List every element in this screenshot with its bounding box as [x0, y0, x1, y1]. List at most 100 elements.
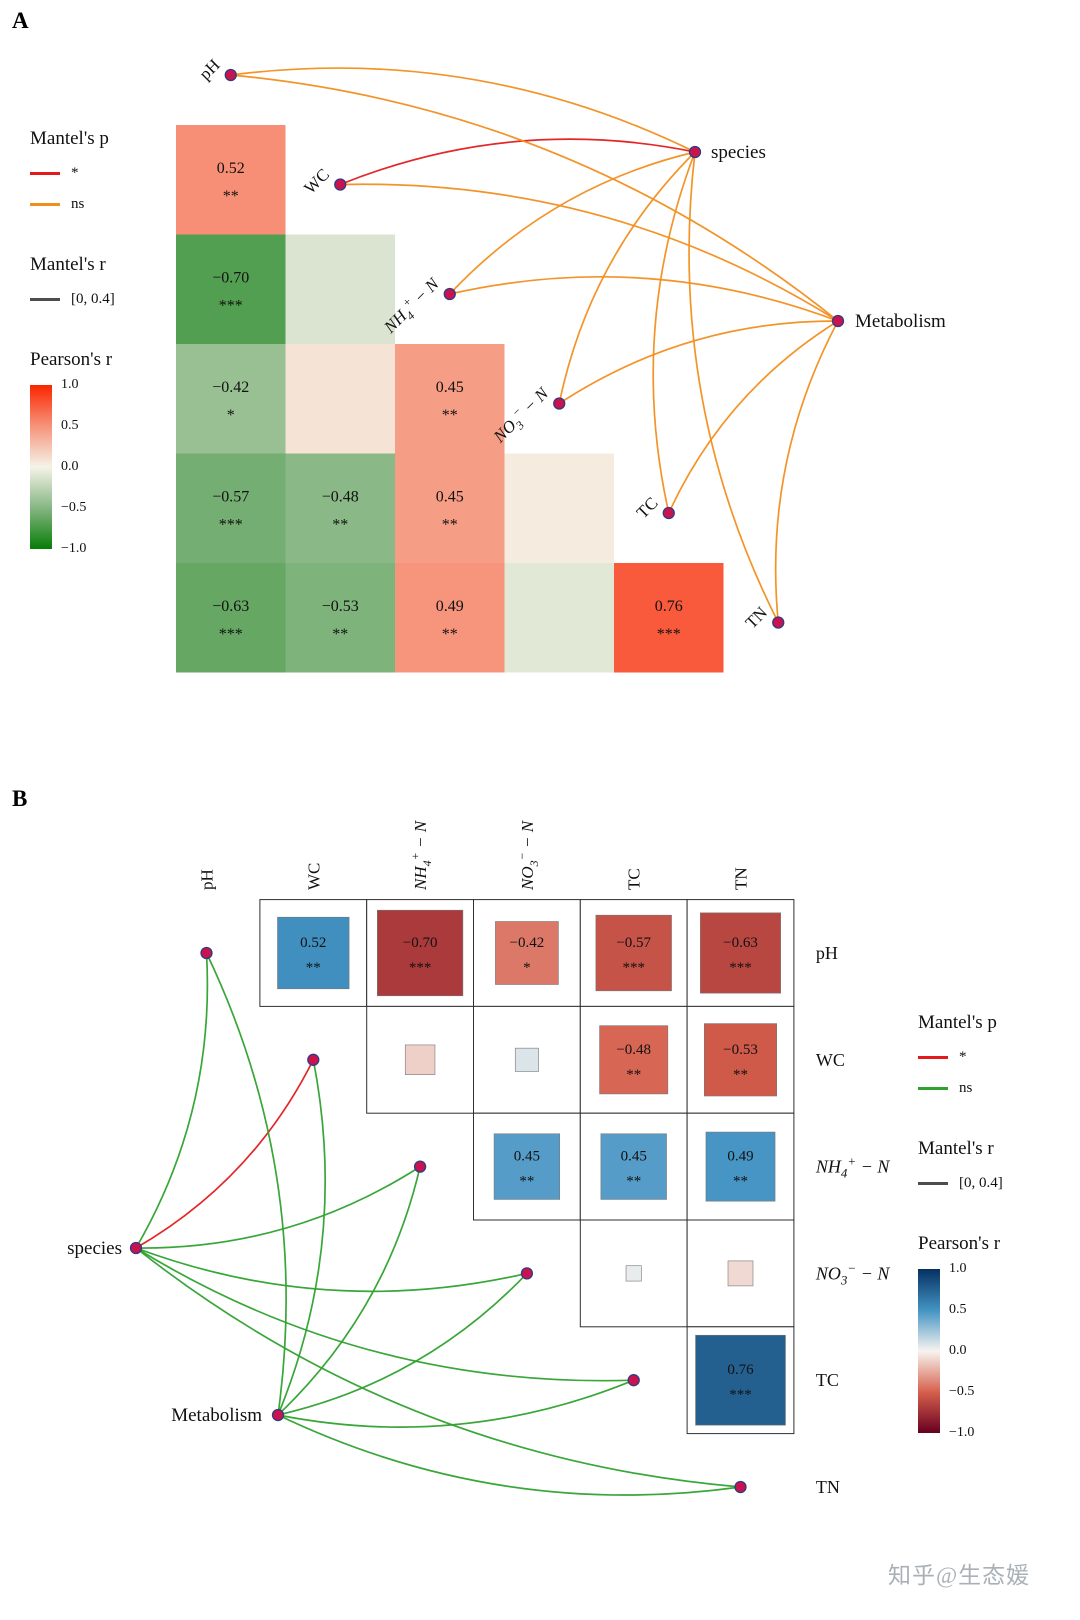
heatmap-cell-pH-x-NH4+-N [176, 234, 286, 344]
corr-square-value: −0.63 [723, 935, 758, 951]
pearson-colorbar: 1.0 0.5 0.0 −0.5 −1.0 [918, 1261, 1078, 1440]
heatmap-cell-sig: ** [442, 626, 458, 643]
column-label-TN: TN [732, 867, 751, 890]
network-node-TC [627, 1374, 640, 1387]
heatmap-cell-WC-x-TN [285, 563, 395, 673]
corr-square-TC-x-TN [695, 1334, 786, 1426]
corr-square-value: 0.45 [514, 1149, 540, 1165]
colorbar-tick: −0.5 [949, 1384, 975, 1399]
diagonal-var-label-pH: pH [195, 55, 223, 83]
mantel-edge-species-TN [135, 1247, 741, 1488]
corr-square-value: 0.45 [621, 1149, 647, 1165]
heatmap-cell-NH4+-N-x-TC [395, 453, 505, 563]
row-label-NO3--N: NO3− − N [815, 1260, 890, 1287]
corr-square-pH-x-TC [595, 914, 672, 992]
corr-square-sig: *** [729, 960, 752, 976]
heatmap-cell-sig: ** [442, 516, 458, 533]
corr-square-sig: ** [733, 1067, 748, 1083]
network-node-WC [307, 1053, 320, 1066]
corr-square-sig: *** [622, 960, 645, 976]
legend-item-mantel-p-sig: * [30, 165, 200, 181]
hub-label-metabolism: Metabolism [171, 1405, 262, 1426]
network-node-Metabolism [271, 1408, 285, 1422]
mantel-edge-species-NH4+-N [135, 1165, 421, 1249]
heatmap-cell-WC-x-TC [285, 453, 395, 563]
pearson-colorbar: 1.0 0.5 0.0 −0.5 −1.0 [30, 377, 200, 556]
corr-square-NH4+-N-x-TC [600, 1133, 667, 1200]
heatmap-cell-WC-x-NH4+-N [285, 234, 395, 344]
heatmap-cell-NH4+-N-x-NO3--N [395, 344, 505, 454]
corr-square-pH-x-WC [277, 916, 350, 990]
corr-square-value: −0.42 [510, 935, 545, 951]
row-label-WC: WC [816, 1050, 845, 1070]
mantel-edge-Metabolism-NH4+-N [449, 275, 839, 322]
legend-item-mantel-p-ns: ns [30, 196, 200, 212]
heatmap-cell-value: 0.76 [655, 598, 683, 615]
network-node-TN [772, 616, 785, 629]
corr-square-sig: *** [729, 1387, 752, 1403]
mantel-edge-species-TC [652, 151, 696, 514]
corr-square-value: 0.49 [727, 1149, 753, 1165]
legend-item-mantel-p-ns: ns [918, 1080, 1078, 1096]
heatmap-cell-pH-x-TC [176, 453, 286, 563]
mantel-r-label: [0, 0.4] [71, 290, 115, 307]
heatmap-cell-sig: ** [332, 516, 348, 533]
sig-line-label: * [71, 164, 79, 181]
colorbar-ticks: 1.0 0.5 0.0 −0.5 −1.0 [61, 377, 109, 556]
corr-square-sig: ** [626, 1067, 641, 1083]
colorbar-tick: 0.0 [949, 1343, 967, 1358]
heatmap-cell-pH-x-NO3--N [176, 344, 286, 454]
mantel-edges [135, 952, 741, 1496]
colorbar-tick: −0.5 [61, 500, 87, 515]
heatmap-cell-NO3--N-x-TN [504, 563, 614, 673]
corr-square-pH-x-NO3--N [495, 921, 559, 985]
network-node-pH [224, 68, 237, 82]
network-node-WC [334, 178, 347, 191]
corr-square-value: 0.76 [727, 1362, 754, 1378]
colorbar-tick: 1.0 [949, 1261, 967, 1276]
colorbar-gradient [30, 385, 52, 549]
mantel-edge-Metabolism-TC [667, 320, 839, 514]
heatmap-cell-value: −0.63 [212, 598, 249, 615]
heatmap-cell-pH-x-TN [176, 563, 286, 673]
colorbar-tick: 1.0 [61, 377, 79, 392]
mantel-edge-Metabolism-TN [774, 320, 839, 623]
legend-item-mantel-r: [0, 0.4] [918, 1175, 1078, 1191]
mantel-r-line-swatch [918, 1181, 948, 1185]
ns-line-label: ns [71, 195, 85, 212]
mantel-edge-species-NH4+-N [449, 151, 696, 295]
colorbar-gradient [918, 1269, 940, 1433]
heatmap-cell-value: 0.45 [436, 488, 464, 505]
heatmap-cell-value: 0.49 [436, 598, 464, 615]
heatmap-cell-value: −0.48 [322, 488, 359, 505]
panel-a: 0.52 ** −0.70 *** −0.42 * 0.45 ** −0.57 *** −0.48 *… [176, 55, 946, 673]
hub-label-species: species [67, 1238, 122, 1259]
heatmap-cell-sig: *** [657, 626, 681, 643]
panel-a-legend: Mantel's p * ns Mantel's r [0, 0.4] Pear… [30, 128, 200, 556]
diagonal-var-label-TN: TN [742, 603, 771, 632]
ns-line-swatch [30, 202, 60, 206]
colorbar-tick: 0.5 [949, 1302, 967, 1317]
corr-square-sig: ** [519, 1174, 534, 1190]
corr-square-value: −0.48 [616, 1042, 651, 1058]
mantel-edge-species-TC [135, 1247, 634, 1382]
panel-a-label: A [12, 8, 29, 33]
network-node-NH4+-N [443, 287, 456, 301]
colorbar-tick: −1.0 [949, 1425, 975, 1440]
corr-square-NO3--N-x-TN [727, 1260, 754, 1287]
mantel-edge-species-NO3--N [558, 151, 696, 404]
network-node-NO3--N [553, 397, 566, 410]
mantel-edge-Metabolism-NO3--N [558, 320, 839, 405]
network-node-species [688, 145, 702, 159]
mantel-edge-species-pH [135, 952, 209, 1249]
heatmap-cell-sig: ** [223, 188, 239, 205]
heatmap-cell-sig: *** [219, 297, 243, 314]
pearson-r-title: Pearson's r [918, 1233, 1001, 1254]
mantel-p-title: Mantel's p [918, 1012, 997, 1033]
column-label-WC: WC [304, 863, 323, 890]
heatmap-cell-value: −0.70 [212, 269, 249, 286]
corr-square-value: −0.57 [616, 935, 651, 951]
sig-line-swatch [918, 1055, 948, 1059]
heatmap-cell-sig: *** [219, 626, 243, 643]
corr-square-WC-x-TN [703, 1023, 778, 1097]
